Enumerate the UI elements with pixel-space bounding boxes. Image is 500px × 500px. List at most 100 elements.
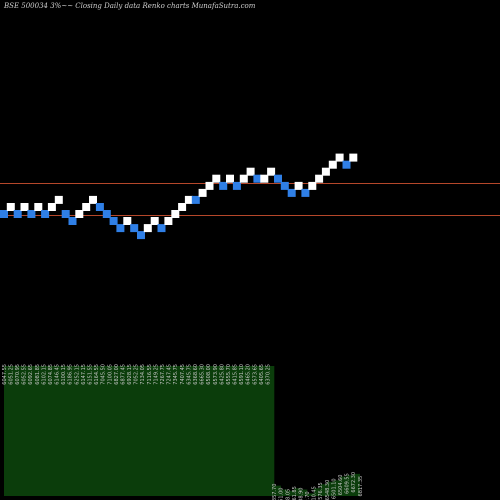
renko-brick <box>274 174 282 183</box>
renko-brick <box>95 203 104 211</box>
renko-brick <box>143 224 152 233</box>
renko-brick <box>280 181 289 190</box>
x-tick-label: 6345.75 <box>186 364 192 385</box>
chart-title: BSE 500034 3%~~ Closing Daily data Renko… <box>4 2 256 10</box>
x-tick-label: 6665.30 <box>200 364 206 385</box>
x-tick-label: 7247.45 <box>167 364 173 385</box>
x-tick-label: 7267.75 <box>160 364 166 385</box>
x-tick-label: 6186.95 <box>68 364 74 385</box>
renko-brick <box>335 153 344 162</box>
x-tick-label: 7052.25 <box>134 364 140 385</box>
renko-brick <box>34 203 43 211</box>
renko-brick <box>287 188 296 197</box>
renko-brick <box>75 210 84 218</box>
renko-brick <box>20 203 29 211</box>
renko-brick <box>226 174 234 183</box>
renko-brick <box>116 224 125 233</box>
renko-brick <box>239 174 248 183</box>
renko-brick <box>308 181 317 190</box>
x-tick-label: 7116.55 <box>147 364 153 385</box>
x-tick-label: 6074.85 <box>48 364 54 385</box>
volume-area <box>4 366 360 496</box>
renko-brick <box>164 217 173 225</box>
renko-brick <box>301 188 310 197</box>
renko-brick <box>212 174 221 183</box>
renko-brick <box>219 181 228 190</box>
renko-brick <box>294 181 303 190</box>
x-tick-label: 6418.05 <box>285 489 291 500</box>
x-tick-label: 6548.30 <box>325 480 331 500</box>
renko-brick <box>184 195 193 204</box>
x-tick-label: 6576.35 <box>318 482 324 500</box>
x-tick-label: 6508.00 <box>206 364 212 385</box>
x-tick-label: 6817.35 <box>358 476 364 497</box>
x-tick-label: 7134.05 <box>140 364 146 385</box>
x-tick-label: 6827.00 <box>114 364 120 385</box>
x-tick-label: 6092.65 <box>28 364 34 385</box>
x-tick-label: 7407.45 <box>180 364 186 385</box>
x-tick-label: 6591.10 <box>239 364 245 385</box>
renko-brick <box>54 195 63 204</box>
x-tick-label: 6532.70 <box>305 491 311 500</box>
x-tick-label: 6100.15 <box>61 364 67 385</box>
x-tick-label: 7045.50 <box>101 364 107 385</box>
renko-brick <box>13 210 22 218</box>
x-tick-label: 6361.85 <box>292 486 298 500</box>
x-tick-label: 6146.45 <box>55 364 61 385</box>
x-tick-label: 6252.15 <box>74 364 80 385</box>
renko-brick <box>171 210 180 218</box>
renko-brick <box>89 195 97 204</box>
x-tick-label: 7345.75 <box>173 364 179 385</box>
x-tick-label: 6425.80 <box>219 364 225 385</box>
x-tick-label: 6102.15 <box>41 364 47 385</box>
x-tick-label: 6368.60 <box>193 364 199 385</box>
renko-brick <box>123 217 132 225</box>
x-tick-label: 6438.90 <box>299 488 305 500</box>
x-tick-label: 7100.05 <box>107 364 113 385</box>
x-tick-label: 6164.55 <box>94 364 100 385</box>
renko-brick <box>130 224 139 233</box>
renko-brick <box>321 167 330 176</box>
x-tick-label: 6361.00 <box>279 488 285 500</box>
x-tick-label: 6052.55 <box>22 364 28 385</box>
x-tick-label: 6609.55 <box>345 473 351 494</box>
renko-brick <box>0 210 8 218</box>
x-tick-label: 6415.85 <box>233 364 239 385</box>
renko-brick <box>6 203 15 211</box>
x-tick-label: 6147.15 <box>81 364 87 385</box>
x-tick-label: 6573.65 <box>252 364 258 385</box>
renko-brick <box>253 174 262 183</box>
volume-labels: 6047.55 6051.25 6070.95 6052.55 6092.65 6081.… <box>2 364 364 500</box>
x-tick-label: 6370.25 <box>266 364 272 385</box>
renko-brick <box>349 153 358 162</box>
x-tick-label: 7149.25 <box>153 364 159 385</box>
x-tick-label: 6672.30 <box>351 472 357 493</box>
renko-brick <box>232 181 241 190</box>
renko-brick <box>157 224 166 233</box>
x-tick-label: 6357.70 <box>272 484 278 500</box>
renko-brick <box>191 195 200 204</box>
x-tick-label: 6051.25 <box>8 364 14 385</box>
renko-bricks <box>0 153 358 240</box>
x-tick-label: 6510.45 <box>312 486 318 500</box>
renko-brick <box>246 167 255 176</box>
level-lines <box>0 183 500 216</box>
renko-brick <box>41 210 50 218</box>
renko-brick <box>315 174 324 183</box>
renko-brick <box>68 217 77 225</box>
renko-brick <box>61 210 70 218</box>
x-tick-label: 6877.45 <box>121 364 127 385</box>
x-tick-label: 6465.20 <box>246 364 252 385</box>
renko-brick <box>150 217 159 225</box>
renko-brick <box>178 203 187 211</box>
renko-brick <box>267 167 276 176</box>
x-tick-label: 6555.70 <box>226 364 232 385</box>
x-tick-label: 6573.90 <box>213 364 219 385</box>
renko-brick <box>102 210 111 218</box>
renko-brick <box>205 181 214 190</box>
x-tick-label: 6081.85 <box>35 364 41 385</box>
renko-brick <box>47 203 56 211</box>
renko-brick <box>82 203 91 211</box>
renko-brick <box>137 231 145 240</box>
